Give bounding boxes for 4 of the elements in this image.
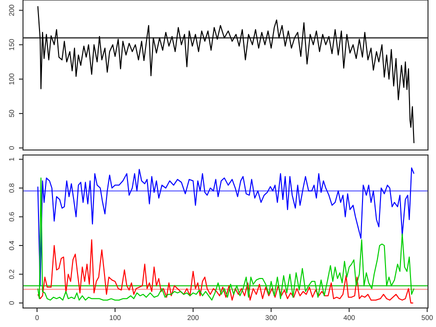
line-series — [37, 167, 414, 286]
line-series — [37, 177, 414, 301]
line-series — [37, 239, 414, 304]
line-series — [37, 6, 414, 144]
